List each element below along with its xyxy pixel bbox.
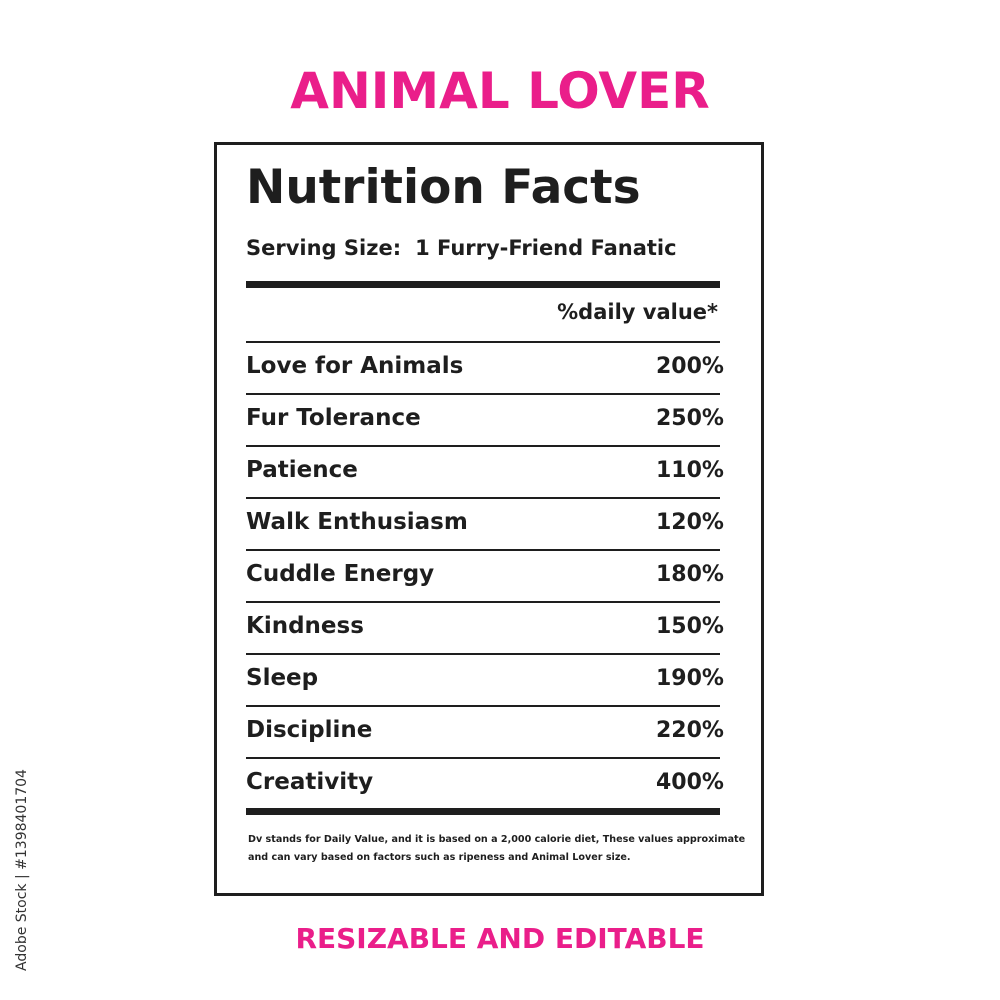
serving-label: Serving Size: <box>246 236 402 260</box>
row-value: 400% <box>656 770 724 795</box>
label-box <box>214 142 764 896</box>
column-header: %daily value* <box>557 300 718 324</box>
row-rule <box>246 445 720 447</box>
row-value: 190% <box>656 666 724 691</box>
row-value: 110% <box>656 458 724 483</box>
thick-rule <box>246 808 720 815</box>
row-label: Sleep <box>246 665 319 691</box>
stock-id: Adobe Stock | #1398401704 <box>14 769 30 971</box>
row-label: Fur Tolerance <box>246 405 421 431</box>
serving-value: 1 Furry-Friend Fanatic <box>415 236 677 260</box>
row-label: Patience <box>246 457 358 483</box>
footnote: and can vary based on factors such as ri… <box>248 852 631 863</box>
row-rule <box>246 601 720 603</box>
row-rule <box>246 549 720 551</box>
row-value: 200% <box>656 354 724 379</box>
row-label: Walk Enthusiasm <box>246 509 468 535</box>
row-label: Discipline <box>246 717 373 743</box>
thick-rule <box>246 281 720 288</box>
title: ANIMAL LOVER <box>290 62 710 120</box>
row-value: 220% <box>656 718 724 743</box>
row-rule <box>246 497 720 499</box>
row-value: 250% <box>656 406 724 431</box>
serving-size: Serving Size: 1 Furry-Friend Fanatic <box>246 236 677 260</box>
caption: RESIZABLE AND EDITABLE <box>295 922 705 955</box>
row-label: Love for Animals <box>246 353 464 379</box>
row-rule <box>246 341 720 343</box>
row-label: Kindness <box>246 613 364 639</box>
row-value: 150% <box>656 614 724 639</box>
row-value: 120% <box>656 510 724 535</box>
row-rule <box>246 705 720 707</box>
heading: Nutrition Facts <box>246 160 641 215</box>
footnote: Dv stands for Daily Value, and it is bas… <box>248 834 746 845</box>
row-value: 180% <box>656 562 724 587</box>
row-rule <box>246 393 720 395</box>
row-rule <box>246 757 720 759</box>
row-rule <box>246 653 720 655</box>
row-label: Creativity <box>246 769 374 795</box>
row-label: Cuddle Energy <box>246 561 435 587</box>
